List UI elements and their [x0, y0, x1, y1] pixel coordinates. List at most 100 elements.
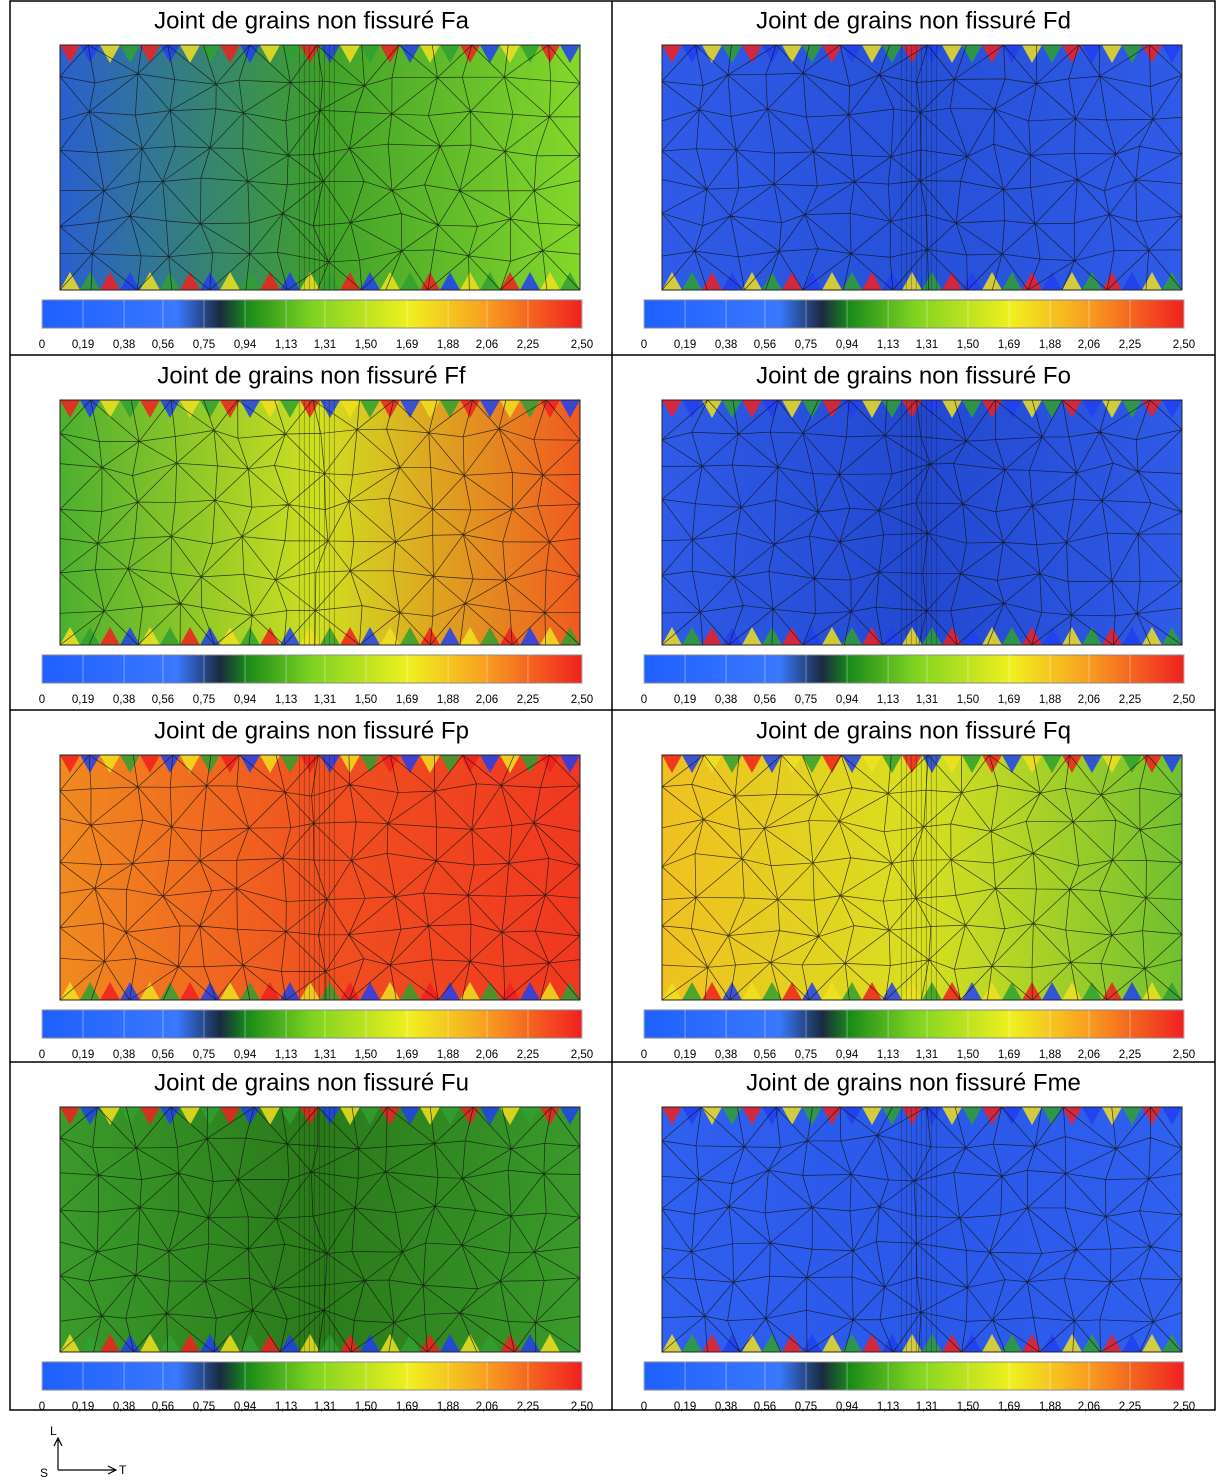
colorbar-tick-label: 0,94 — [234, 339, 257, 351]
edge-grain — [802, 627, 822, 645]
edge-grain — [80, 627, 100, 645]
edge-grain — [662, 45, 682, 63]
edge-grain — [200, 627, 220, 645]
edge-grain — [862, 755, 882, 773]
colorbar-tick-label: 0,75 — [193, 694, 215, 706]
edge-grain — [962, 45, 982, 63]
edge-grain — [80, 1334, 100, 1352]
colorbar-tick-label: 1,69 — [998, 694, 1020, 706]
edge-grain — [702, 272, 722, 290]
panel: Joint de grains non fissuré Fme 0 0,19 0,38… — [641, 1069, 1195, 1413]
edge-grain — [500, 627, 520, 645]
edge-grain — [140, 45, 160, 63]
edge-grain — [702, 982, 722, 1000]
colorbar-tick-label: 0,94 — [234, 1049, 257, 1061]
edge-grain — [922, 272, 942, 290]
edge-grain — [1002, 627, 1022, 645]
edge-grain — [380, 627, 400, 645]
edge-grain — [260, 1334, 280, 1352]
edge-grain — [902, 272, 922, 290]
edge-grain — [300, 45, 320, 63]
colorbar-tick-label: 2,25 — [1119, 1049, 1141, 1061]
contour-field — [60, 45, 580, 290]
colorbar-tick-label: 1,88 — [1039, 1049, 1061, 1061]
edge-grain — [1022, 1334, 1042, 1352]
colorbar-tick-label: 2,06 — [1078, 1401, 1100, 1413]
edge-grain — [882, 1107, 902, 1125]
edge-grain — [560, 982, 580, 1000]
edge-grain — [902, 755, 922, 773]
colorbar-tick-label: 1,88 — [437, 339, 459, 351]
colorbar-tick-label: 1,31 — [314, 694, 336, 706]
edge-grain — [1102, 982, 1122, 1000]
colorbar-tick-label: 1,69 — [396, 1401, 418, 1413]
edge-grain — [100, 982, 120, 1000]
edge-grain — [1002, 45, 1022, 63]
edge-grain — [862, 627, 882, 645]
edge-grain — [722, 755, 742, 773]
edge-grain — [480, 45, 500, 63]
colorbar-tick-label: 0,38 — [715, 1401, 737, 1413]
colorbar-tick-label: 0,75 — [795, 339, 817, 351]
colorbar-tick-label: 1,88 — [437, 1401, 459, 1413]
contour-outline — [59, 754, 581, 1001]
edge-grain — [280, 627, 300, 645]
colorbar-tick-label: 1,31 — [314, 1401, 336, 1413]
colorbar-tick-label: 0,75 — [795, 1401, 817, 1413]
edge-grain — [1062, 45, 1082, 63]
edge-grain — [1162, 755, 1182, 773]
colorbar-tick-label: 0,75 — [193, 1401, 215, 1413]
edge-grain — [862, 982, 882, 1000]
edge-grain — [560, 1334, 580, 1352]
edge-grain — [942, 627, 962, 645]
colorbar-tick-label: 0,56 — [152, 694, 174, 706]
edge-grain — [260, 400, 280, 418]
edge-grain — [722, 1107, 742, 1125]
colorbar-tick-label: 0 — [39, 1049, 45, 1061]
edge-grain — [320, 1334, 340, 1352]
edge-grain — [862, 400, 882, 418]
edge-grain — [942, 1107, 962, 1125]
edge-grain — [340, 1334, 360, 1352]
edge-grain — [180, 982, 200, 1000]
colorbar-tick-label: 0,75 — [193, 1049, 215, 1061]
edge-grain — [520, 272, 540, 290]
axis-label: L — [50, 1424, 57, 1438]
edge-grain — [742, 755, 762, 773]
edge-grain — [200, 982, 220, 1000]
edge-grain — [1022, 1107, 1042, 1125]
colorbar-tick-label: 2,50 — [571, 1049, 593, 1061]
edge-grain — [360, 272, 380, 290]
colorbar-tick-label: 2,25 — [1119, 339, 1141, 351]
edge-grain — [460, 982, 480, 1000]
colorbar-tick-label: 2,50 — [571, 339, 593, 351]
edge-grain — [260, 45, 280, 63]
colorbar-tick-label: 0,56 — [152, 339, 174, 351]
edge-grain — [120, 627, 140, 645]
edge-grain — [180, 45, 200, 63]
edge-grain — [540, 627, 560, 645]
edge-grain — [160, 1334, 180, 1352]
edge-grain — [882, 755, 902, 773]
edge-grain — [420, 1107, 440, 1125]
edge-grain — [1142, 627, 1162, 645]
edge-grain — [882, 627, 902, 645]
edge-grain — [500, 1107, 520, 1125]
colorbar-tick-label: 1,88 — [1039, 1401, 1061, 1413]
edge-grain — [440, 1107, 460, 1125]
colorbar — [643, 1009, 1185, 1039]
edge-grain — [942, 755, 962, 773]
colorbar-tick-label: 2,25 — [1119, 1401, 1141, 1413]
edge-grain — [400, 400, 420, 418]
edge-grain — [1122, 982, 1142, 1000]
edge-grain — [400, 982, 420, 1000]
colorbar-tick-label: 0,56 — [152, 1401, 174, 1413]
edge-grain — [360, 1107, 380, 1125]
edge-grain — [460, 1107, 480, 1125]
edge-grain — [922, 755, 942, 773]
colorbar-tick-label: 1,13 — [877, 1049, 899, 1061]
edge-grain — [1062, 1334, 1082, 1352]
edge-grain — [420, 45, 440, 63]
edge-grain — [1122, 45, 1142, 63]
edge-grain — [80, 272, 100, 290]
